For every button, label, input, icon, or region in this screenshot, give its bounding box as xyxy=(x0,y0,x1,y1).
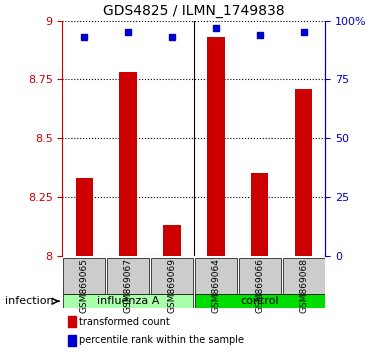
Title: GDS4825 / ILMN_1749838: GDS4825 / ILMN_1749838 xyxy=(103,4,285,18)
Bar xyxy=(119,72,137,256)
Text: GSM869068: GSM869068 xyxy=(299,258,308,313)
Text: percentile rank within the sample: percentile rank within the sample xyxy=(79,336,244,346)
Bar xyxy=(295,89,312,256)
FancyBboxPatch shape xyxy=(282,258,325,294)
Bar xyxy=(68,316,76,327)
Text: control: control xyxy=(240,296,279,306)
Text: GSM869064: GSM869064 xyxy=(211,258,220,313)
Text: GSM869069: GSM869069 xyxy=(167,258,177,313)
Text: GSM869066: GSM869066 xyxy=(255,258,264,313)
FancyBboxPatch shape xyxy=(107,258,149,294)
Text: GSM869065: GSM869065 xyxy=(80,258,89,313)
FancyBboxPatch shape xyxy=(239,258,281,294)
Bar xyxy=(207,37,224,256)
FancyBboxPatch shape xyxy=(151,258,193,294)
Bar xyxy=(163,225,181,256)
Text: GSM869067: GSM869067 xyxy=(124,258,133,313)
FancyBboxPatch shape xyxy=(195,258,237,294)
FancyBboxPatch shape xyxy=(63,258,105,294)
FancyBboxPatch shape xyxy=(195,295,325,308)
Text: influenza A: influenza A xyxy=(97,296,159,306)
Bar xyxy=(76,178,93,256)
Text: transformed count: transformed count xyxy=(79,316,170,327)
Bar xyxy=(68,335,76,346)
FancyBboxPatch shape xyxy=(63,295,193,308)
Text: infection: infection xyxy=(5,296,53,306)
Bar xyxy=(251,173,269,256)
